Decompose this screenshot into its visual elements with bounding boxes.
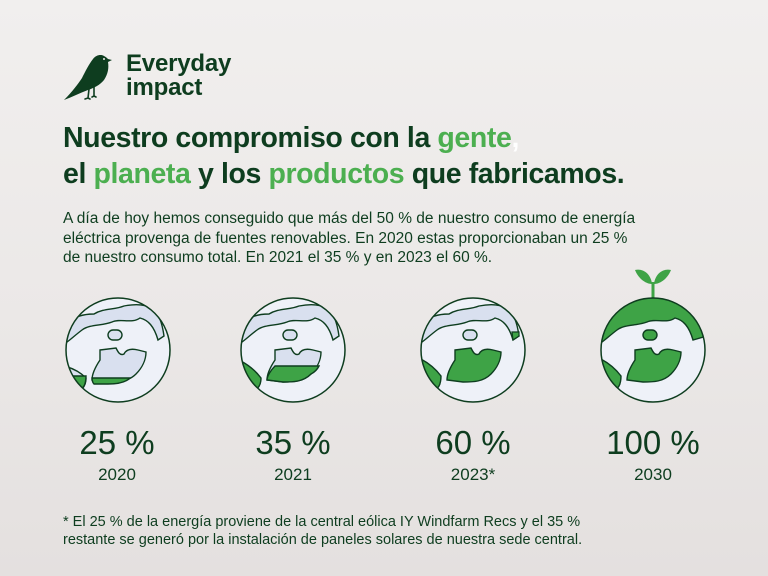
- intro-line: de nuestro consumo total. En 2021 el 35 …: [63, 249, 493, 266]
- title-text: y los: [190, 158, 269, 190]
- globe-35-icon: [240, 297, 346, 403]
- title-line-2: el planeta y los productos que fabricamo…: [63, 156, 625, 192]
- stat-percent: 25 %: [79, 424, 155, 461]
- title-line-1: Nuestro compromiso con la gente,: [63, 120, 624, 156]
- footnote-line: * El 25 % de la energía proviene de la c…: [63, 514, 581, 530]
- highlight-gente: gente: [437, 122, 512, 154]
- title-text: el: [63, 158, 94, 190]
- page-title: Nuestro compromiso con la gente, el plan…: [63, 120, 625, 192]
- brand-logo: Everyday impact: [62, 52, 231, 104]
- title-comma: ,: [511, 122, 519, 154]
- globe-60-icon: [420, 297, 526, 403]
- footnote-line: restante se generó por la instalación de…: [63, 531, 583, 548]
- brand-name-line1: Everyday: [126, 50, 232, 77]
- footnote: * El 25 % de la energía proviene de la c…: [63, 514, 582, 549]
- stat-year: 2020: [98, 465, 136, 484]
- title-text: que fabricamos.: [404, 158, 625, 190]
- intro-line: A día de hoy hemos conseguido que más de…: [63, 210, 636, 227]
- stat-year: 2030: [634, 465, 672, 484]
- stat-year: 2023*: [450, 465, 496, 484]
- brand-name: Everyday impact: [126, 52, 231, 100]
- intro-line: eléctrica provenga de fuentes renovables…: [63, 229, 628, 247]
- bird-icon: [64, 55, 112, 100]
- title-text: Nuestro compromiso con la: [63, 122, 438, 154]
- stat-percent: 100 %: [606, 424, 700, 461]
- globe-25-icon: [65, 297, 171, 403]
- brand-name-line2: impact: [126, 74, 203, 101]
- highlight-productos: productos: [268, 158, 405, 190]
- globe-sprout-100-icon: [600, 269, 706, 403]
- highlight-planeta: planeta: [93, 158, 191, 190]
- stat-percent: 35 %: [255, 424, 331, 461]
- stat-year: 2021: [274, 465, 312, 484]
- stat-percent: 60 %: [435, 424, 511, 461]
- intro-paragraph: A día de hoy hemos conseguido que más de…: [63, 209, 743, 268]
